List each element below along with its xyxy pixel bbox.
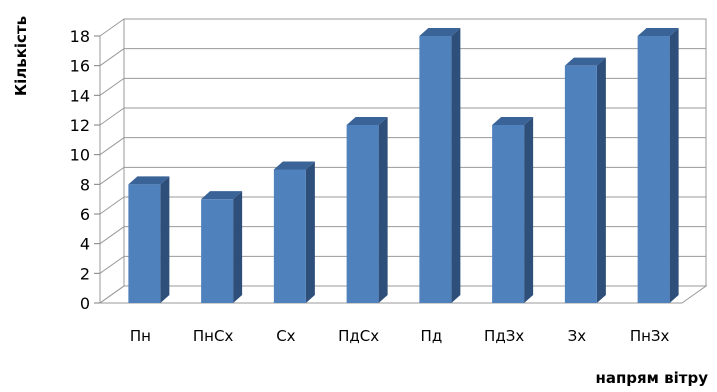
bar-top <box>128 176 170 185</box>
y-axis-title: Кількість <box>12 16 30 96</box>
bar-top <box>492 117 534 125</box>
x-category-label: ПнЗх <box>630 327 670 345</box>
bars <box>128 28 679 304</box>
bar-front <box>637 36 670 303</box>
bar <box>346 117 388 303</box>
bar-front <box>419 36 452 303</box>
x-category-label: ПдСх <box>338 327 379 345</box>
bar-side <box>305 161 315 303</box>
bar <box>564 57 606 304</box>
x-category-label: Пд <box>421 327 443 345</box>
y-tick-label: 6 <box>80 205 90 224</box>
bar-front <box>564 65 597 304</box>
y-tick-label: 2 <box>80 264 90 283</box>
y-axis-ticks: 0 2 4 6 8 10 12 14 16 18 <box>70 27 90 313</box>
bar <box>201 191 243 303</box>
x-category-label: Сх <box>276 327 295 345</box>
bar-side <box>596 57 606 303</box>
bar <box>637 28 679 303</box>
y-tick-label: 16 <box>70 57 90 76</box>
bar-front <box>273 169 306 303</box>
chart-walls <box>98 18 708 304</box>
bar-side <box>524 117 534 303</box>
x-category-label: ПдЗх <box>484 327 524 345</box>
bar-front <box>492 125 525 303</box>
bar-front <box>346 125 379 303</box>
bar-front <box>128 184 161 303</box>
bar-side <box>160 176 170 303</box>
gridline <box>99 18 706 37</box>
y-tick-label: 12 <box>70 116 90 135</box>
bar-front <box>201 199 234 303</box>
gridline <box>99 77 706 96</box>
x-category-label: ПнСх <box>193 327 234 345</box>
x-axis-title: напрям вітру <box>595 369 708 387</box>
y-tick-label: 14 <box>70 86 90 105</box>
x-category-label: Зх <box>568 327 587 345</box>
x-axis-categories: Пн ПнСх Сх ПдСх Пд ПдЗх Зх ПнЗх <box>130 327 670 345</box>
bar-top <box>419 28 461 36</box>
bar <box>273 161 315 303</box>
bar-top <box>637 28 679 36</box>
bar-side <box>378 117 388 303</box>
bar <box>128 176 170 303</box>
bar-top <box>346 117 388 125</box>
gridline <box>99 107 706 126</box>
y-tick-label: 4 <box>80 235 90 254</box>
bar <box>419 28 461 303</box>
bar-top <box>564 57 606 66</box>
bar-top <box>273 161 315 170</box>
bar-side <box>669 28 679 303</box>
bar-side <box>233 191 243 303</box>
bar-side <box>451 28 461 303</box>
y-tick-label: 10 <box>70 146 90 165</box>
bar-top <box>201 191 243 200</box>
gridline <box>99 48 706 67</box>
bar <box>492 117 534 303</box>
y-tick-label: 18 <box>70 27 90 46</box>
y-tick-label: 0 <box>80 294 90 313</box>
y-tick-label: 8 <box>80 175 90 194</box>
floor <box>98 285 708 304</box>
x-category-label: Пн <box>130 327 151 345</box>
